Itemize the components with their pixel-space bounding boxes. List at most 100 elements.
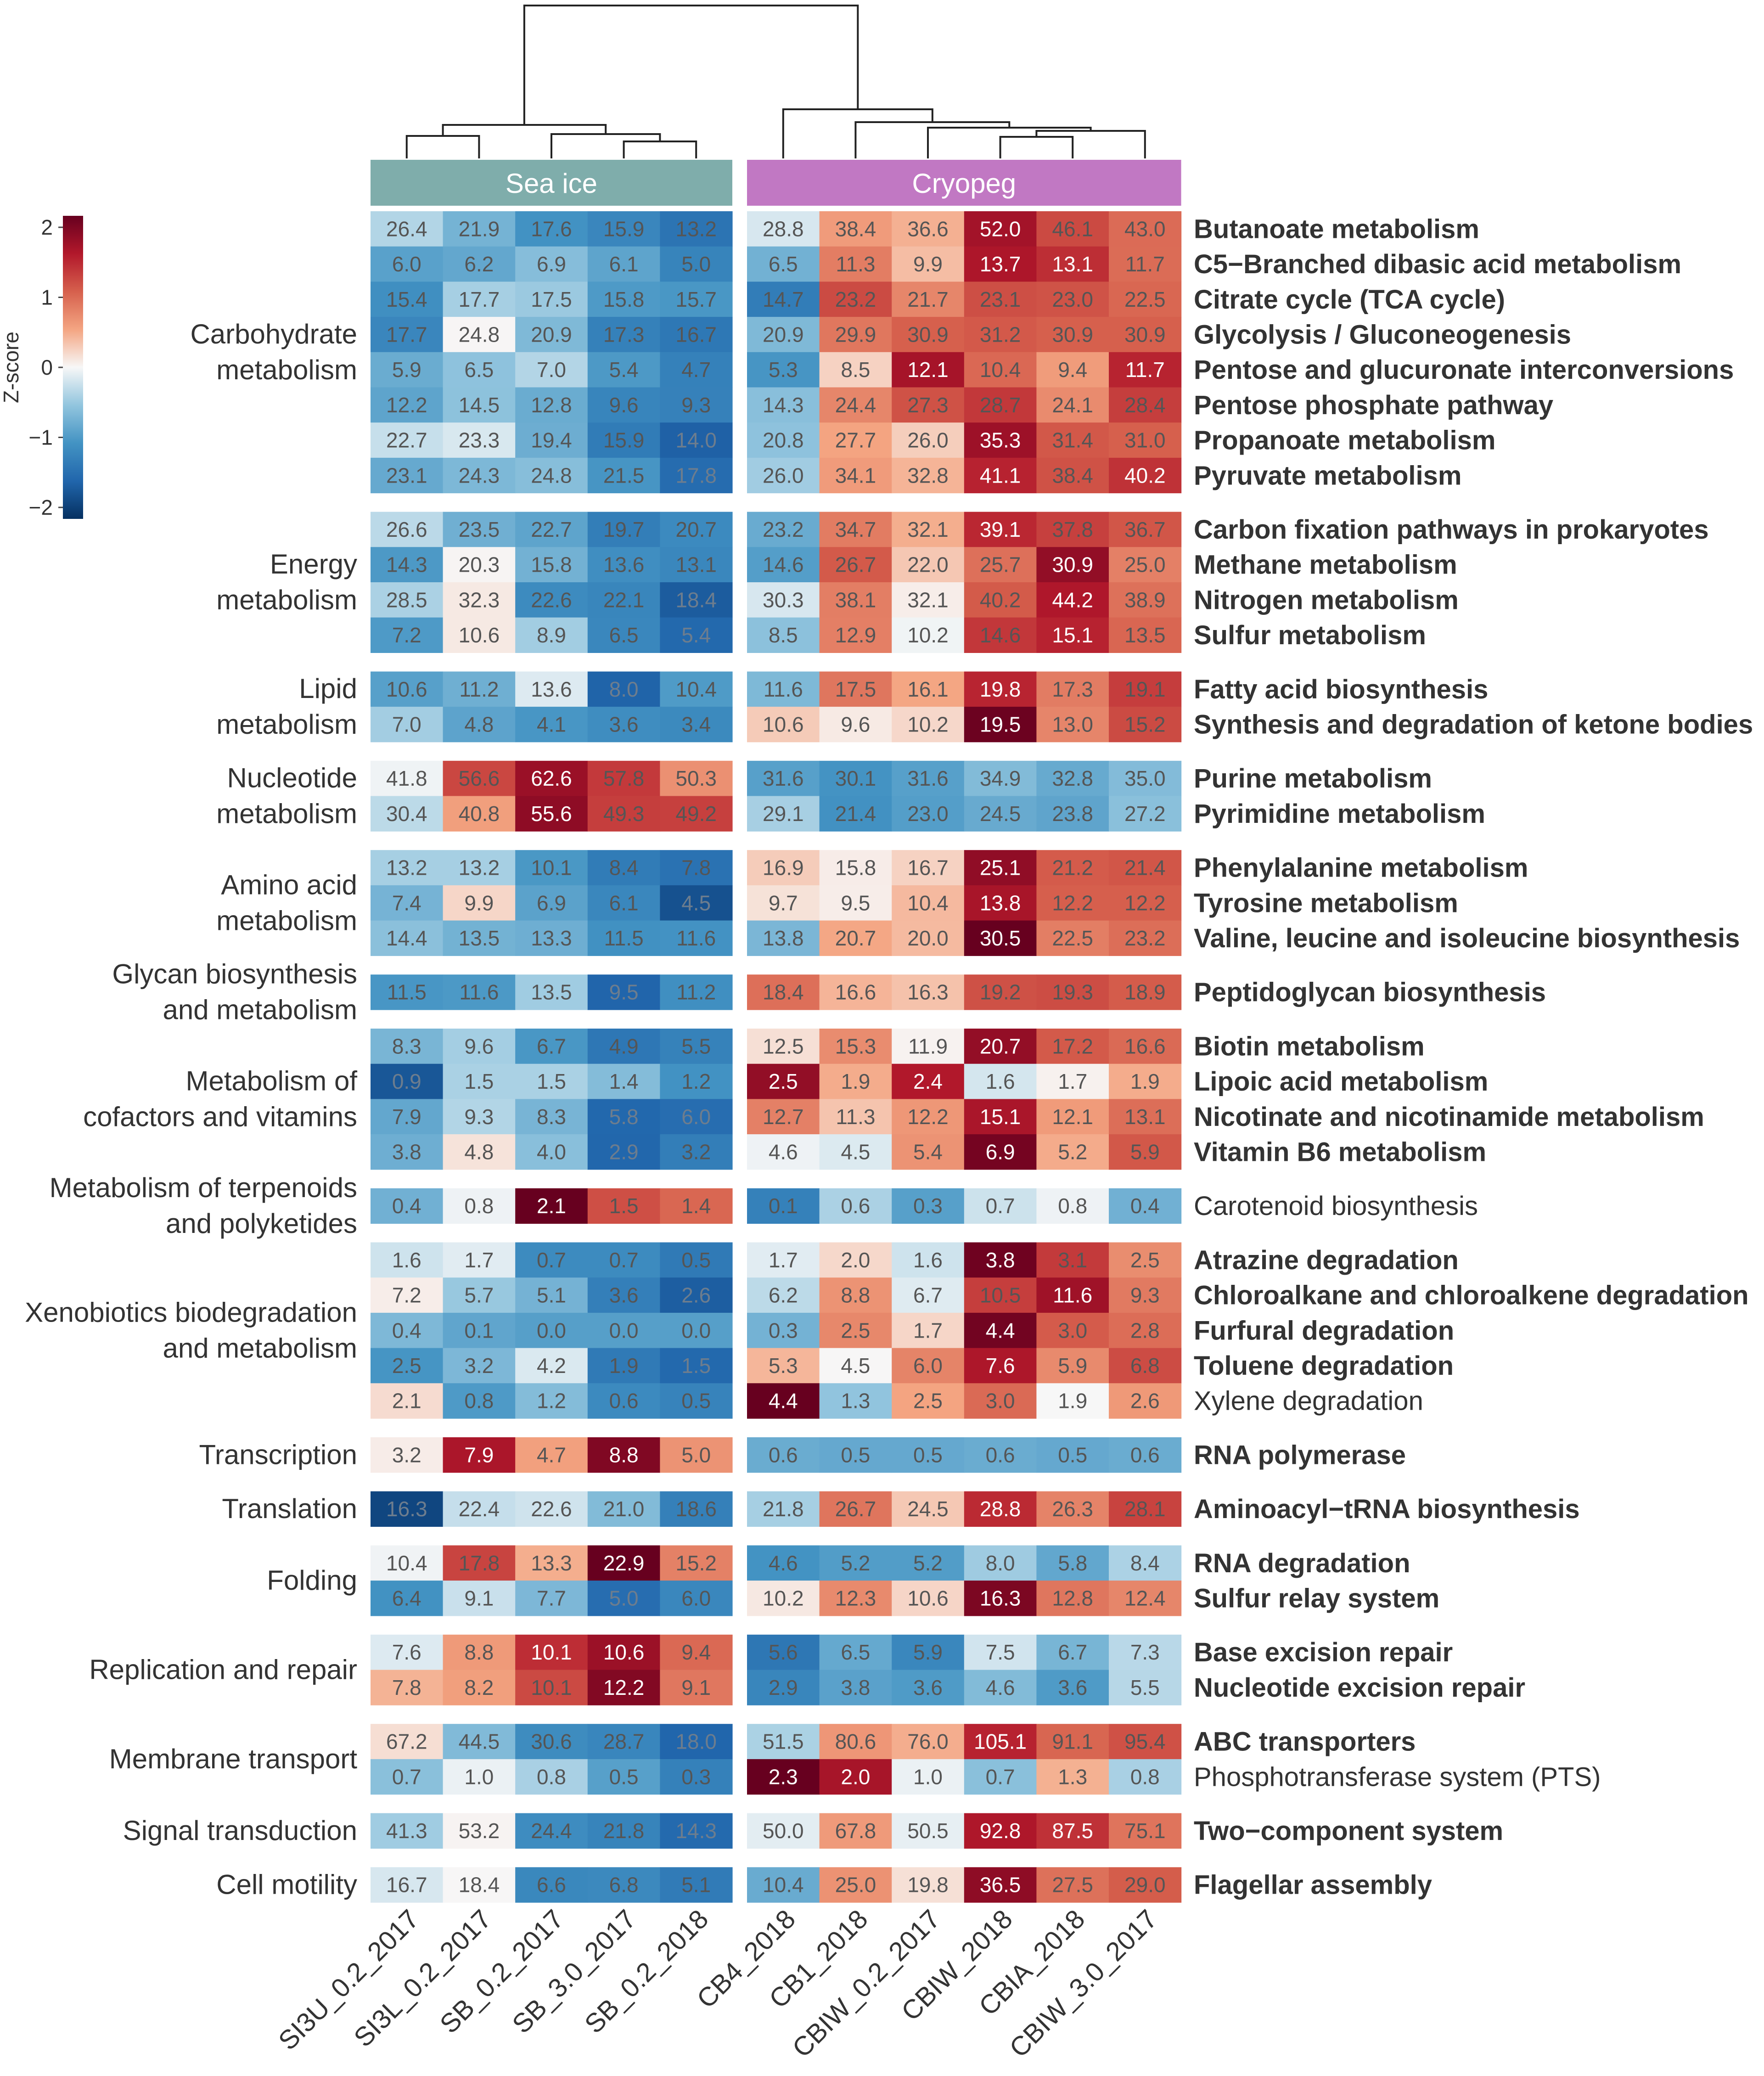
- heatmap-cell: [747, 1724, 820, 1760]
- heatmap-cell: [371, 1545, 444, 1581]
- heatmap-cell: [515, 1670, 588, 1705]
- cell-value-label: 5.5: [1130, 1676, 1160, 1699]
- heatmap-cell: [1036, 1437, 1109, 1473]
- cell-value-label: 21.4: [835, 802, 876, 826]
- category-label: and polyketides: [166, 1208, 357, 1239]
- cell-value-label: 6.9: [986, 1140, 1015, 1164]
- heatmap-cell: [371, 1491, 444, 1527]
- cell-value-label: 11.7: [1125, 252, 1165, 276]
- cell-value-label: 0.4: [392, 1318, 421, 1342]
- category-label: and metabolism: [163, 1333, 357, 1363]
- heatmap-cell: [371, 1759, 444, 1795]
- cell-value-label: 0.0: [681, 1318, 711, 1342]
- cell-value-label: 13.2: [386, 856, 427, 880]
- cell-value-label: 5.2: [841, 1551, 870, 1575]
- heatmap-cell: [819, 387, 892, 423]
- cell-value-label: 19.3: [1052, 980, 1093, 1004]
- cell-value-label: 15.1: [1052, 623, 1093, 647]
- group-header-label: Cryopeg: [912, 168, 1016, 199]
- cell-value-label: 36.5: [980, 1873, 1021, 1897]
- cell-value-label: 8.8: [609, 1443, 639, 1467]
- heatmap-cell: [819, 760, 892, 797]
- pathway-label: Toluene degradation: [1194, 1351, 1454, 1381]
- heatmap-cell: [964, 1383, 1037, 1419]
- heatmap-cell: [443, 1242, 516, 1278]
- heatmap-cell: [747, 1348, 820, 1384]
- heatmap-cell: [747, 974, 820, 1010]
- cell-value-label: 23.8: [1052, 802, 1093, 826]
- heatmap-cell: [819, 1383, 892, 1419]
- cell-value-label: 16.9: [763, 856, 804, 880]
- cell-value-label: 2.5: [913, 1389, 943, 1413]
- cell-value-label: 1.6: [392, 1248, 421, 1272]
- cell-value-label: 8.4: [1130, 1551, 1160, 1575]
- cell-value-label: 3.8: [986, 1248, 1015, 1272]
- cell-value-label: 6.2: [464, 252, 494, 276]
- cell-value-label: 4.8: [464, 1140, 494, 1164]
- heatmap-cell: [819, 1029, 892, 1064]
- heatmap-cell: [964, 671, 1037, 707]
- cell-value-label: 6.9: [537, 891, 566, 915]
- heatmap-cell: [964, 352, 1037, 388]
- cell-value-label: 5.9: [392, 358, 421, 382]
- cell-value-label: 55.6: [531, 802, 572, 826]
- heatmap-cell: [587, 1277, 660, 1313]
- cell-value-label: 16.7: [675, 322, 717, 346]
- heatmap-cell: [443, 1759, 516, 1795]
- heatmap-cell: [443, 850, 516, 886]
- heatmap-cell: [660, 1759, 733, 1795]
- cell-value-label: 5.9: [1130, 1140, 1160, 1164]
- cell-value-label: 40.2: [1124, 463, 1166, 487]
- heatmap-cell: [371, 920, 444, 956]
- cell-value-label: 7.9: [392, 1105, 421, 1129]
- heatmap-cell: [660, 707, 733, 743]
- heatmap-cell: [587, 760, 660, 797]
- cell-value-label: 23.2: [1124, 926, 1166, 950]
- cell-value-label: 11.3: [836, 1105, 875, 1129]
- pathway-labels: Butanoate metabolism C5−Branched dibasic …: [1194, 214, 1753, 1900]
- cell-value-label: 13.5: [459, 926, 500, 950]
- cell-value-label: 26.7: [835, 1497, 876, 1521]
- cell-value-label: 6.6: [537, 1873, 566, 1897]
- heatmap-cell: [747, 582, 820, 618]
- heatmap-cell: [1036, 582, 1109, 618]
- heatmap-cell: [660, 1099, 733, 1135]
- heatmap-cell: [747, 1634, 820, 1671]
- cell-value-label: 3.4: [681, 712, 711, 736]
- cell-value-label: 5.4: [609, 358, 639, 382]
- heatmap-cell: [443, 1134, 516, 1170]
- heatmap-cell: [964, 1867, 1037, 1903]
- heatmap-cell: [660, 1063, 733, 1099]
- heatmap-cell: [747, 885, 820, 921]
- heatmap-cell: [515, 547, 588, 583]
- cell-value-label: 0.5: [681, 1248, 711, 1272]
- cell-value-label: 10.1: [531, 1640, 572, 1664]
- cell-value-label: 30.1: [835, 766, 876, 790]
- cell-value-label: 30.9: [1124, 322, 1166, 346]
- heatmap-cell: [964, 582, 1037, 618]
- cell-value-label: 8.8: [841, 1283, 870, 1307]
- cell-value-label: 12.2: [603, 1676, 645, 1699]
- heatmap-cell: [747, 422, 820, 458]
- cell-value-label: 4.5: [841, 1354, 870, 1378]
- heatmap-cell: [892, 1188, 965, 1224]
- cell-value-label: 5.4: [681, 623, 711, 647]
- cell-value-label: 13.0: [1052, 712, 1093, 736]
- cell-value-label: 32.1: [907, 518, 949, 541]
- cell-value-label: 4.2: [537, 1354, 566, 1378]
- heatmap-cell: [515, 885, 588, 921]
- heatmap-cell: [892, 457, 965, 494]
- cell-value-label: 20.0: [907, 926, 949, 950]
- heatmap-cell: [964, 281, 1037, 317]
- heatmap-cell: [587, 1029, 660, 1064]
- cell-value-label: 8.0: [986, 1551, 1015, 1575]
- heatmap-cell: [515, 1759, 588, 1795]
- cell-value-label: 50.5: [907, 1819, 949, 1843]
- cell-value-label: 1.7: [1058, 1069, 1087, 1093]
- cell-value-label: 5.1: [681, 1873, 711, 1897]
- heatmap-cell: [371, 1312, 444, 1349]
- heatmap-cell: [587, 1491, 660, 1527]
- cell-value-label: 44.2: [1052, 588, 1093, 612]
- cell-value-label: 16.6: [835, 980, 876, 1004]
- heatmap-cell: [515, 1099, 588, 1135]
